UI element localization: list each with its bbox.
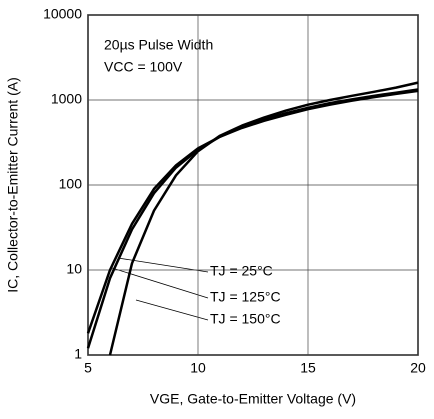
x-tick-label: 15 bbox=[300, 360, 316, 376]
leader-line bbox=[111, 267, 209, 299]
series-label: TJ = 150°C bbox=[210, 311, 281, 327]
series-label: TJ = 125°C bbox=[210, 289, 281, 305]
leader-line bbox=[135, 299, 209, 321]
annotation: VCC = 100V bbox=[104, 59, 183, 75]
curve bbox=[86, 88, 419, 349]
curve bbox=[86, 89, 419, 334]
y-tick-label: 10000 bbox=[43, 6, 82, 22]
curve bbox=[108, 81, 419, 356]
y-tick-label: 100 bbox=[59, 176, 83, 192]
y-tick-label: 1 bbox=[74, 346, 82, 362]
x-tick-label: 5 bbox=[84, 360, 92, 376]
y-tick-label: 1000 bbox=[51, 91, 82, 107]
x-axis-label: VGE, Gate-to-Emitter Voltage (V) bbox=[150, 391, 356, 407]
x-tick-label: 20 bbox=[410, 360, 426, 376]
y-axis-label: IC, Collector-to-Emitter Current (A) bbox=[5, 77, 21, 292]
series-label: TJ = 25°C bbox=[210, 263, 273, 279]
y-tick-label: 10 bbox=[66, 261, 82, 277]
annotation: 20µs Pulse Width bbox=[104, 37, 213, 53]
x-tick-label: 10 bbox=[190, 360, 206, 376]
